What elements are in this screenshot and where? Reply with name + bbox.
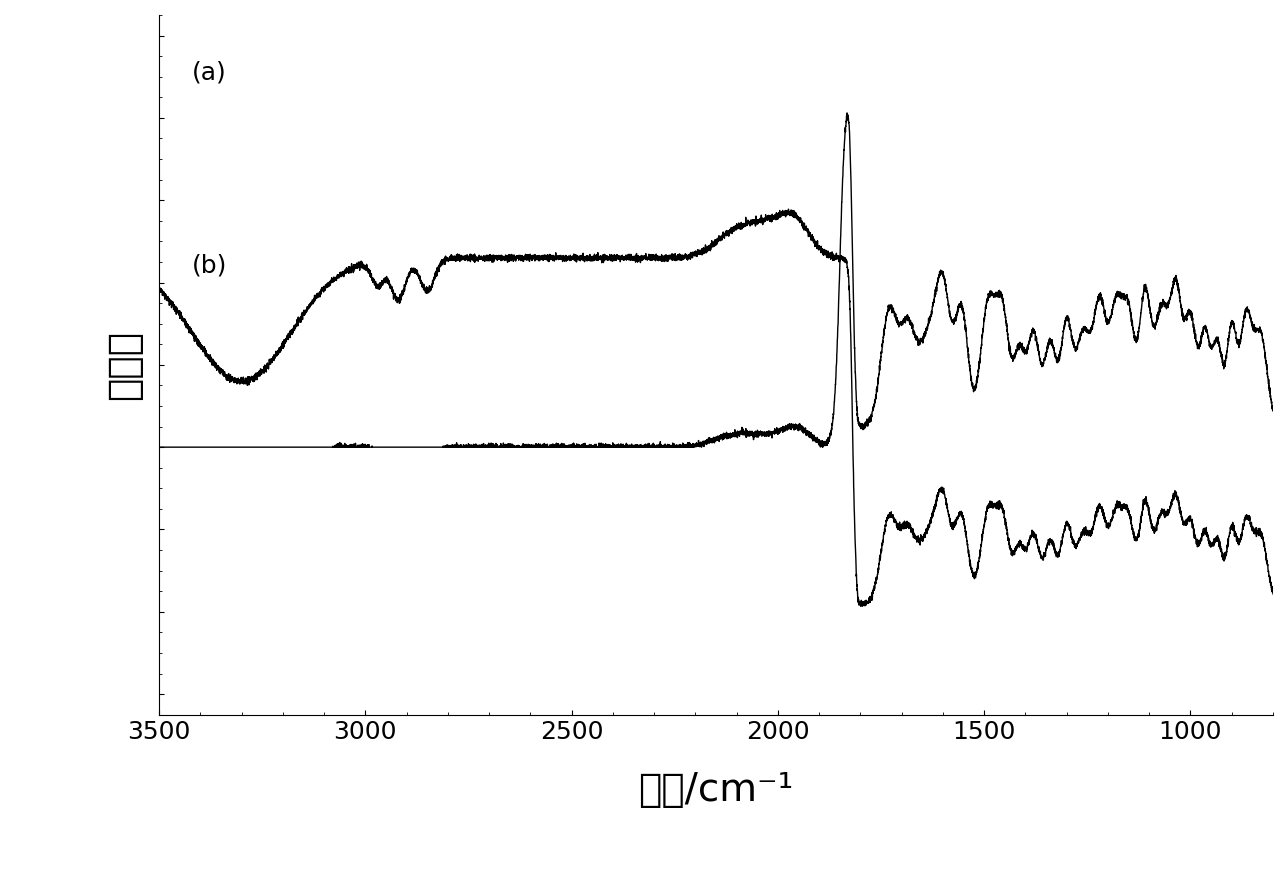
X-axis label: 波长/cm⁻¹: 波长/cm⁻¹: [639, 771, 793, 809]
Y-axis label: 透光率: 透光率: [106, 330, 143, 400]
Text: (b): (b): [192, 254, 228, 278]
Text: (a): (a): [192, 60, 227, 84]
